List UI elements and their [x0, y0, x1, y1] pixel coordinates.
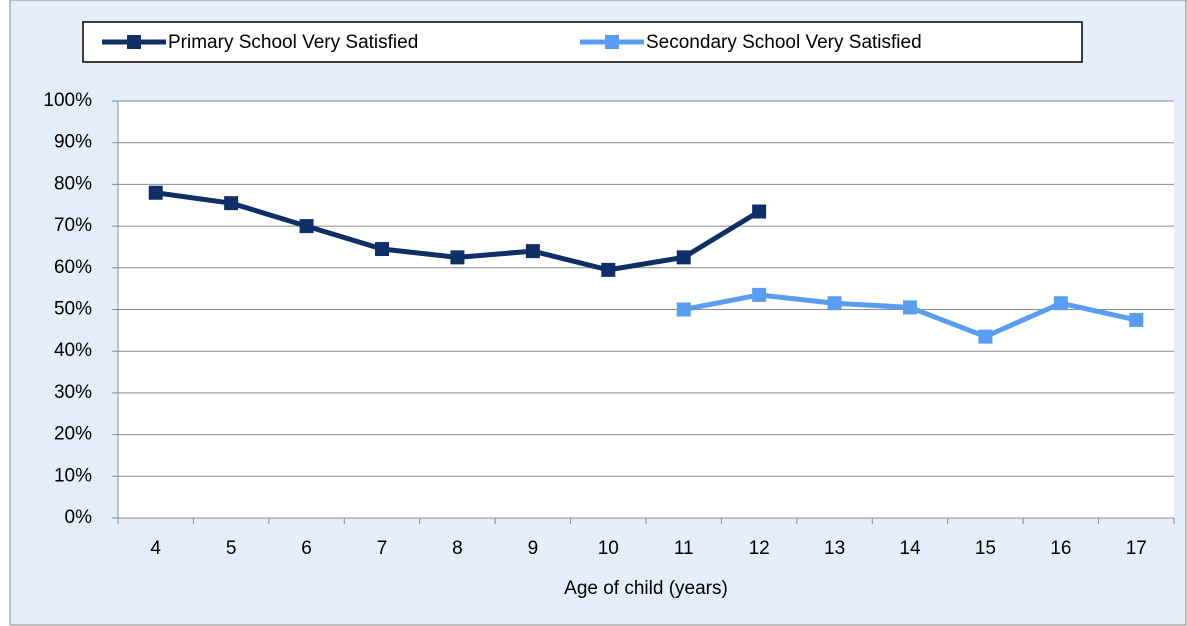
x-tick-label: 14	[899, 538, 921, 559]
point	[676, 302, 691, 317]
point	[148, 185, 163, 200]
point	[1129, 312, 1144, 327]
x-tick-label: 12	[749, 538, 770, 559]
x-tick-label: 6	[301, 538, 312, 559]
legend-marker	[127, 35, 141, 49]
x-tick-label: 9	[528, 538, 539, 559]
x-tick-label: 5	[226, 538, 237, 559]
legend-marker	[605, 35, 619, 49]
x-tick-label: 7	[377, 538, 388, 559]
x-tick-label: 8	[452, 538, 463, 559]
point	[450, 250, 465, 265]
point	[525, 244, 540, 259]
point	[752, 204, 767, 219]
x-tick-label: 4	[150, 538, 161, 559]
point	[752, 287, 767, 302]
x-tick-label: 13	[824, 538, 845, 559]
point	[827, 296, 842, 311]
point	[676, 250, 691, 265]
y-tick-label: 0%	[65, 507, 93, 528]
y-tick-label: 100%	[43, 90, 92, 111]
x-tick-label: 15	[975, 538, 996, 559]
y-tick-label: 90%	[54, 132, 92, 153]
y-tick-label: 70%	[54, 215, 92, 236]
legend-label: Secondary School Very Satisfied	[646, 32, 922, 53]
x-tick-label: 11	[674, 538, 694, 559]
y-tick-label: 30%	[54, 382, 92, 403]
x-tick-label: 16	[1050, 538, 1071, 559]
point	[903, 300, 917, 315]
y-tick-label: 10%	[54, 465, 92, 486]
point	[299, 219, 314, 234]
point	[375, 242, 389, 257]
y-tick-label: 40%	[54, 340, 92, 361]
y-tick-label: 20%	[54, 424, 92, 445]
x-axis-label: Age of child (years)	[564, 578, 728, 599]
legend-label: Primary School Very Satisfied	[168, 32, 418, 53]
x-tick-label: 17	[1126, 538, 1147, 559]
point	[601, 262, 616, 277]
x-tick-label: 10	[598, 538, 619, 559]
point	[978, 329, 993, 344]
point	[224, 196, 239, 211]
y-tick-label: 60%	[54, 257, 92, 278]
y-tick-label: 50%	[54, 299, 92, 320]
point	[1053, 296, 1068, 311]
y-tick-label: 80%	[54, 173, 92, 194]
